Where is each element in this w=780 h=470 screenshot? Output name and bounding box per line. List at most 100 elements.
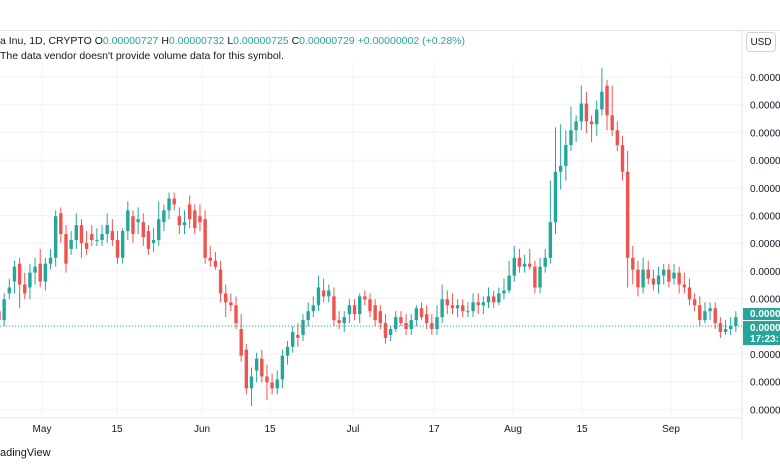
candle-body (610, 115, 614, 131)
price-tick-label: 0.00000 (750, 239, 780, 250)
candle-body (136, 219, 140, 223)
price-tag-upper-value: 0.00000 (750, 309, 780, 320)
candle-body (105, 225, 109, 235)
price-tag-countdown: 17:23: (750, 334, 779, 345)
candle-body (600, 91, 604, 110)
open-value: 0.00000727 (102, 35, 159, 47)
ohlc-legend: a Inu, 1D, CRYPTO O0.00000727 H0.0000073… (0, 35, 465, 47)
candle-body (718, 323, 723, 332)
candle-body (656, 275, 661, 285)
candle-body (0, 311, 1, 321)
candle-body (352, 305, 357, 315)
candle-body (646, 269, 650, 279)
candle-body (141, 222, 145, 238)
price-tick-label: 0.00000 (750, 184, 780, 195)
candles (0, 67, 738, 407)
candle-body (440, 299, 444, 318)
candle-body (677, 272, 681, 285)
candle-body (321, 290, 326, 297)
candle-body (548, 222, 553, 258)
candle-body (419, 308, 424, 318)
price-tag-bg (743, 321, 780, 346)
candle-body (698, 305, 702, 321)
price-tag-value: 0.00000 (750, 323, 780, 334)
candle-body (491, 296, 496, 303)
candle-body (471, 302, 475, 312)
candle-body (404, 323, 408, 329)
candle-body (229, 302, 233, 306)
open-label: O (94, 35, 103, 47)
candle-body (306, 311, 310, 321)
candle-body (146, 231, 151, 249)
candle-body (296, 334, 300, 338)
candle-body (414, 308, 419, 321)
candle-body (17, 263, 22, 285)
candle-body (595, 109, 599, 125)
candle-body (224, 293, 228, 303)
candle-body (388, 329, 393, 335)
symbol-label[interactable]: a Inu, 1D, CRYPTO (0, 35, 92, 47)
candle-body (564, 145, 568, 166)
candle-body (378, 311, 383, 324)
candle-body (476, 302, 480, 306)
candle-body (100, 234, 104, 240)
price-tick-label: 0.00000 (750, 73, 780, 84)
candle-body (270, 382, 274, 389)
candle-body (512, 257, 516, 276)
candle-body (69, 240, 73, 249)
candle-body (569, 130, 573, 146)
candle-body (337, 320, 341, 324)
candle-body (455, 305, 460, 309)
candle-body (249, 376, 254, 389)
candle-body (193, 210, 197, 229)
time-tick-label: Aug (504, 424, 522, 435)
candle-body (605, 85, 609, 116)
candle-body (522, 263, 527, 267)
price-tick-label: 0.00000 (750, 101, 780, 112)
price-tick-label: 0.00000 (750, 128, 780, 139)
candle-body (430, 323, 434, 329)
brand-footer: adingView (0, 447, 51, 459)
candle-body (120, 231, 125, 258)
candle-body (502, 290, 506, 294)
time-tick-label: 15 (264, 424, 276, 435)
candle-body (74, 225, 78, 240)
price-tick-label: 0.00000 (750, 212, 780, 223)
candle-body (157, 219, 161, 240)
time-tick-label: Jun (194, 424, 210, 435)
candle-body (167, 198, 171, 211)
high-label: H (161, 35, 169, 47)
candle-body (667, 269, 671, 282)
candle-body (182, 222, 187, 226)
candle-body (692, 299, 697, 306)
candle-body (631, 257, 635, 270)
time-tick-label: May (33, 424, 52, 435)
candle-body (260, 358, 264, 377)
candle-body (728, 326, 733, 329)
candle-body (641, 269, 645, 288)
time-tick-label: 15 (111, 424, 123, 435)
candle-body (445, 299, 449, 306)
candle-body (553, 171, 558, 223)
candle-body (450, 305, 455, 309)
candle-body (84, 242, 89, 249)
currency-button[interactable]: USD (746, 32, 776, 52)
candle-body (131, 216, 135, 235)
candle-body (574, 121, 578, 131)
candle-body (301, 320, 305, 335)
change-value: +0.00000002 (+0.28%) (357, 35, 465, 47)
price-tick-label: 0.00000 (750, 350, 780, 361)
candle-body (28, 272, 32, 288)
low-value: 0.00000725 (233, 35, 289, 47)
close-label: C (291, 35, 300, 47)
candle-body (316, 287, 321, 306)
candle-body (342, 317, 346, 324)
high-value: 0.00000732 (168, 35, 225, 47)
candle-body (239, 329, 243, 356)
candle-body (558, 165, 563, 172)
candle-body (394, 317, 398, 329)
candle-body (584, 103, 589, 122)
candle-body (327, 290, 331, 297)
candle-body (435, 317, 439, 329)
candle-body (703, 311, 707, 321)
